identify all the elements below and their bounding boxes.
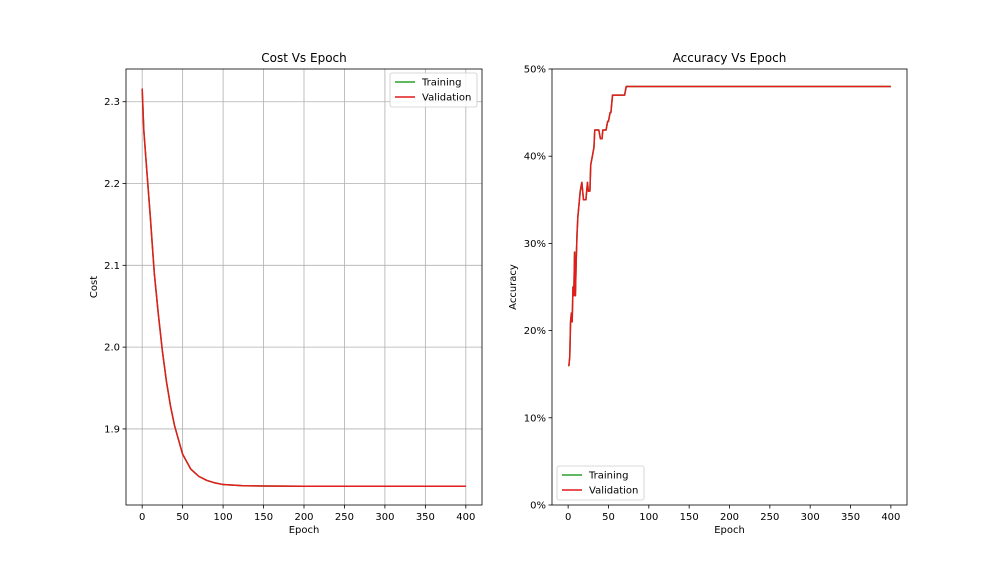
x-tick-label: 50	[602, 512, 615, 523]
x-tick-label: 350	[416, 512, 435, 523]
y-tick-label: 50%	[524, 65, 546, 76]
series-line-validation	[141, 88, 466, 487]
legend: Training Validation	[389, 72, 478, 108]
legend-label: Validation	[589, 486, 638, 497]
legend: Training Validation	[556, 465, 645, 501]
x-tick-label: 250	[760, 512, 779, 523]
y-tick-label: 10%	[524, 413, 546, 424]
plot-frame	[551, 68, 908, 506]
y-tick-label: 40%	[524, 152, 546, 163]
y-tick-label: 2.2	[104, 179, 120, 190]
y-tick-label: 1.9	[104, 424, 120, 435]
plot-frame	[125, 68, 483, 506]
legend-label: Training	[588, 471, 628, 482]
x-tick-label: 400	[881, 512, 900, 523]
x-tick-label: 0	[565, 512, 571, 523]
legend-label: Validation	[422, 93, 471, 104]
x-tick-label: 200	[294, 512, 313, 523]
x-tick-label: 100	[214, 512, 233, 523]
accuracy-chart: 0 50 100 150 200 250 300 350 400 0% 10% 20% 30% 40% 50…	[508, 51, 908, 536]
x-tick-label: 0	[139, 512, 145, 523]
x-tick-label: 100	[639, 512, 658, 523]
x-tick-label: 150	[254, 512, 273, 523]
x-tick-label: 250	[335, 512, 354, 523]
y-axis-label: Cost	[89, 276, 100, 298]
cost-chart: 0 50 100 150 200 250 300 350 400 1.9 2.0 2.1 2.2 2.3 C…	[89, 51, 483, 536]
x-tick-label: 400	[456, 512, 475, 523]
y-tick-label: 20%	[524, 326, 546, 337]
legend-label: Training	[421, 78, 461, 89]
series-line-validation	[568, 85, 891, 367]
x-axis-label: Epoch	[714, 525, 745, 536]
x-tick-label: 300	[801, 512, 820, 523]
chart-title: Cost Vs Epoch	[261, 51, 347, 65]
chart-title: Accuracy Vs Epoch	[673, 51, 787, 65]
x-tick-label: 50	[176, 512, 189, 523]
x-tick-label: 300	[375, 512, 394, 523]
x-tick-label: 350	[841, 512, 860, 523]
y-tick-label: 2.1	[104, 261, 120, 272]
y-tick-label: 2.0	[104, 343, 120, 354]
y-tick-label: 0%	[530, 501, 546, 512]
y-tick-label: 30%	[524, 239, 546, 250]
series-line-training	[568, 85, 891, 367]
y-axis-label: Accuracy	[508, 264, 519, 310]
y-tick-label: 2.3	[104, 97, 120, 108]
x-tick-label: 150	[680, 512, 699, 523]
x-axis-label: Epoch	[289, 525, 320, 536]
x-tick-label: 200	[720, 512, 739, 523]
